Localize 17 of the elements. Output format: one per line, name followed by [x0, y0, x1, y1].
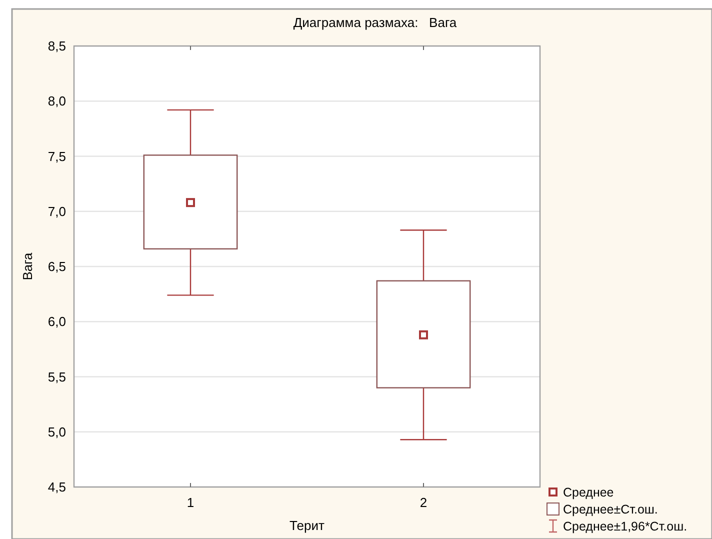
y-tick-label: 6,5	[48, 259, 66, 274]
y-tick-label: 8,0	[48, 94, 66, 109]
y-tick-label: 7,0	[48, 204, 66, 219]
legend-label: Среднее±Ст.ош.	[563, 502, 658, 516]
y-tick-label: 7,5	[48, 148, 66, 164]
y-tick-label: 5,0	[48, 424, 66, 440]
y-tick-label: 4,5	[48, 480, 66, 494]
x-tick-label: 1	[186, 495, 194, 510]
x-axis-title: Терит	[290, 518, 324, 533]
y-tick-label: 5,5	[48, 369, 66, 384]
y-tick-label: 6,0	[48, 314, 66, 330]
y-tick-label: 8,5	[48, 38, 66, 54]
chart-title: Диаграмма размаха: Вага	[293, 15, 458, 30]
legend-label: Среднее±1,96*Ст.ош.	[563, 520, 688, 534]
x-tick-label: 2	[420, 495, 428, 510]
y-axis-title: Вага	[20, 252, 35, 280]
legend-label: Среднее	[563, 486, 614, 500]
